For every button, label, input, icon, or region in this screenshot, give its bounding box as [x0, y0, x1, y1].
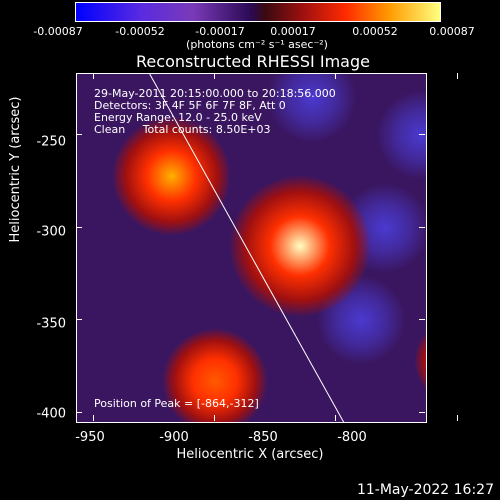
- y-tick-mark: [76, 411, 82, 413]
- x-tick-mark: [456, 73, 458, 79]
- y-tick-mark: [76, 134, 82, 136]
- emission-source: [229, 176, 370, 317]
- colorbar-tick: 0.00087: [429, 25, 475, 38]
- x-tick-label: -950: [75, 430, 105, 445]
- y-tick-mark: [419, 226, 425, 228]
- chart-title: Reconstructed RHESSI Image: [136, 52, 370, 71]
- info-energy: Energy Range: 12.0 - 25.0 keV: [94, 111, 262, 124]
- y-tick-mark: [419, 134, 425, 136]
- y-tick-label: -400: [36, 406, 66, 422]
- y-tick-mark: [419, 411, 425, 413]
- y-axis-label: Heliocentric Y (arcsec): [8, 96, 23, 243]
- colorbar-tick: -0.00052: [115, 25, 165, 38]
- info-clean: Clean Total counts: 8.50E+03: [94, 123, 271, 136]
- x-tick-mark: [214, 415, 216, 421]
- x-tick-mark: [214, 73, 216, 79]
- x-tick-label: -900: [159, 430, 189, 445]
- colorbar-tick: -0.00017: [195, 25, 245, 38]
- x-tick-mark: [335, 73, 337, 79]
- limb-line: [149, 74, 345, 422]
- info-peak: Position of Peak = [-864,-312]: [94, 397, 259, 410]
- limb-line-path: [149, 74, 345, 422]
- x-tick-label: -800: [337, 430, 367, 445]
- emission-source: [163, 329, 268, 422]
- colorbar: [75, 2, 441, 22]
- info-time: 29-May-2011 20:15:00.000 to 20:18:56.000: [94, 87, 336, 100]
- x-tick-mark: [456, 415, 458, 421]
- y-tick-mark: [419, 319, 425, 321]
- heatmap-plot: 29-May-2011 20:15:00.000 to 20:18:56.000…: [76, 73, 427, 423]
- y-tick-mark: [76, 319, 82, 321]
- y-tick-mark: [76, 226, 82, 228]
- x-tick-mark: [92, 73, 94, 79]
- colorbar-tick: 0.00017: [270, 25, 316, 38]
- y-tick-label: -300: [36, 224, 66, 240]
- colorbar-tick: 0.00052: [352, 25, 398, 38]
- colorbar-tick: -0.00087: [33, 25, 83, 38]
- colorbar-unit: (photons cm⁻² s⁻¹ asec⁻²): [186, 38, 328, 51]
- y-tick-label: -350: [36, 316, 66, 332]
- emission-source: [112, 117, 231, 235]
- x-tick-mark: [335, 415, 337, 421]
- x-tick-label: -850: [248, 430, 278, 445]
- footer-date: 11-May-2022 16:27: [356, 482, 494, 498]
- info-detectors: Detectors: 3F 4F 5F 6F 7F 8F, Att 0: [94, 99, 286, 112]
- x-tick-mark: [92, 415, 94, 421]
- x-axis-label: Heliocentric X (arcsec): [176, 447, 324, 462]
- y-tick-label: -250: [36, 134, 66, 150]
- emission-source: [414, 317, 426, 404]
